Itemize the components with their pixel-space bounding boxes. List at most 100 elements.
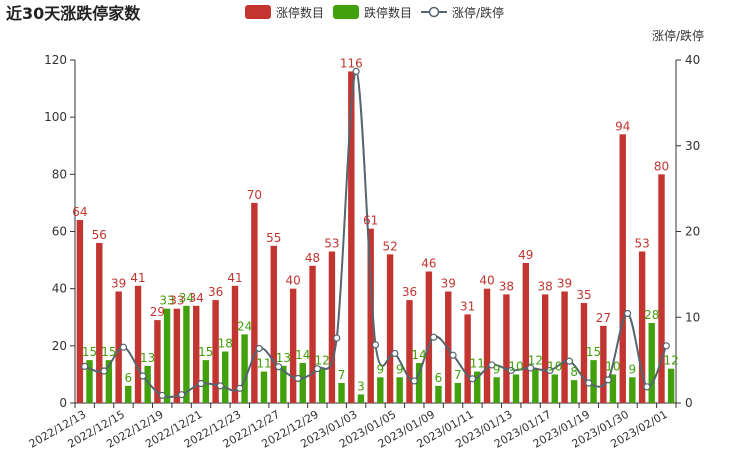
bar-down: [377, 377, 384, 403]
ratio-point: [255, 344, 263, 353]
legend-item-up[interactable]: 涨停数目: [245, 5, 324, 20]
bar-up-label: 41: [130, 271, 145, 285]
bar-down: [551, 374, 558, 403]
bar-down-label: 6: [124, 371, 132, 385]
ratio-point: [236, 384, 244, 392]
ratio-point: [197, 379, 205, 388]
bar-down-label: 15: [101, 345, 116, 359]
bar-up: [212, 300, 219, 403]
bar-up: [483, 288, 491, 403]
ratio-point: [623, 309, 632, 318]
bar-up: [503, 294, 510, 403]
y-tick-label: 20: [52, 339, 67, 353]
bar-down-label: 7: [454, 368, 462, 382]
legend-marker-ratio: [428, 6, 440, 18]
legend-item-down[interactable]: 跌停数目: [333, 5, 412, 20]
y-tick-label: 40: [52, 282, 67, 296]
y-tick-label: 100: [44, 110, 67, 124]
ratio-point: [313, 365, 321, 373]
bar-down: [454, 382, 462, 403]
bar-up-label: 40: [286, 274, 301, 288]
bar-up-label: 80: [654, 159, 669, 173]
ratio-point: [526, 364, 535, 372]
bar-down-label: 18: [218, 337, 233, 351]
bar-down-label: 12: [528, 354, 543, 368]
legend-item-ratio[interactable]: 涨停/跌停: [421, 5, 504, 20]
bar-down: [474, 371, 481, 403]
bar-up-label: 34: [189, 291, 204, 305]
bar-down-label: 15: [586, 345, 601, 359]
bar-up: [386, 254, 394, 403]
bar-up-label: 33: [169, 294, 184, 308]
bar-up: [367, 228, 374, 403]
legend-label-ratio: 涨停/跌停: [452, 5, 504, 20]
ratio-point: [449, 351, 457, 359]
ratio-point: [100, 367, 108, 375]
ratio-point: [371, 341, 380, 349]
bar-down-label: 14: [411, 348, 426, 362]
bar-up-label: 53: [634, 237, 649, 251]
bar-up-label: 70: [247, 188, 262, 202]
bar-up-label: 39: [441, 277, 456, 291]
bar-up: [173, 308, 181, 403]
bar-down: [125, 385, 132, 403]
bar-up-label: 52: [382, 239, 397, 253]
bar-up: [638, 251, 646, 403]
bar-down-label: 15: [198, 345, 213, 359]
ratio-point: [391, 349, 399, 358]
bar-up: [406, 300, 413, 403]
bar-up-label: 31: [460, 299, 475, 313]
bar-up-label: 29: [150, 305, 165, 319]
ratio-point: [81, 362, 89, 370]
bar-up: [522, 262, 529, 403]
right-axis-label: 涨停/跌停: [652, 28, 704, 43]
bar-down-label: 10: [547, 359, 562, 373]
ratio-point: [585, 379, 593, 387]
bar-up: [541, 294, 549, 403]
bar-up-label: 61: [363, 214, 378, 228]
bar-down-label: 14: [295, 348, 310, 362]
bar-down: [338, 382, 345, 403]
ratio-point: [662, 342, 670, 350]
bar-down-label: 15: [82, 345, 97, 359]
bar-up-label: 38: [538, 279, 553, 293]
bar-down-label: 10: [508, 359, 523, 373]
y-tick-label: 60: [52, 225, 67, 239]
bar-up: [580, 302, 588, 403]
ratio-point: [294, 374, 302, 383]
ratio-point: [468, 375, 477, 383]
bar-up-label: 49: [518, 248, 533, 262]
ratio-point: [546, 366, 554, 375]
bar-down: [105, 360, 113, 403]
bar-up: [464, 314, 471, 403]
bar-down-label: 24: [237, 319, 252, 333]
bar-up-label: 55: [266, 231, 281, 245]
y2-tick-label: 10: [685, 310, 700, 324]
bar-down: [648, 322, 655, 403]
ratio-point: [430, 333, 438, 341]
bar-down: [260, 371, 268, 403]
ratio-point: [507, 366, 515, 375]
bar-up-label: 38: [499, 279, 514, 293]
bar-down-label: 9: [396, 362, 404, 376]
bar-up: [76, 220, 84, 403]
legend: 涨停数目 跌停数目 涨停/跌停: [245, 5, 504, 20]
legend-label-down: 跌停数目: [364, 5, 412, 20]
ratio-line: [81, 67, 670, 400]
bar-up: [193, 305, 200, 403]
bar-down: [202, 360, 210, 403]
bar-down-label: 13: [276, 351, 291, 365]
bar-up: [251, 202, 258, 403]
y2-tick-label: 30: [685, 139, 700, 153]
bar-down: [493, 377, 500, 403]
bar-up-label: 39: [557, 277, 572, 291]
data-labels: 6415561539641132933333434153618412470115…: [72, 56, 678, 393]
bar-down-label: 8: [570, 365, 578, 379]
bar-down-label: 6: [435, 371, 443, 385]
bar-down: [163, 308, 171, 403]
legend-swatch-up: [245, 5, 271, 19]
bars: [76, 71, 675, 404]
ratio-point: [352, 67, 360, 76]
bar-down: [570, 380, 578, 403]
